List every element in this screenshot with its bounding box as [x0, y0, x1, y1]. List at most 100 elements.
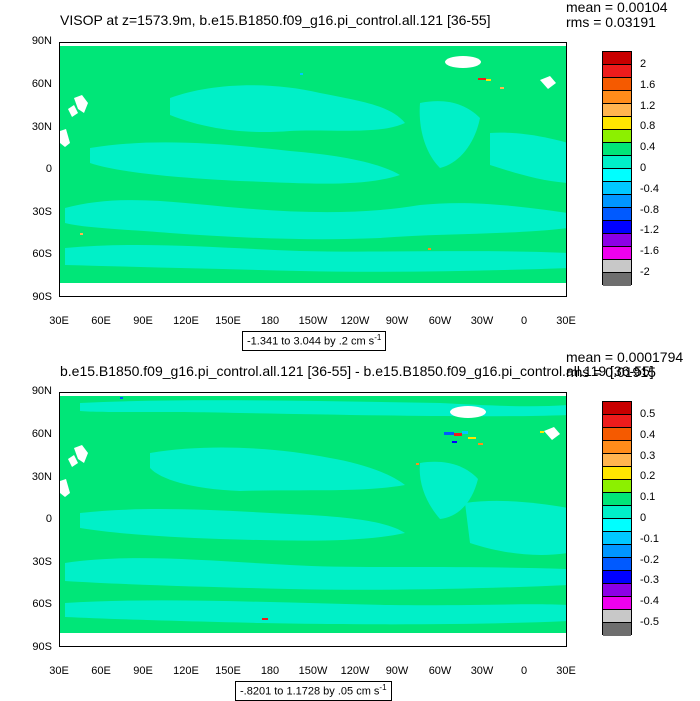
top-map [59, 42, 567, 297]
colorbar-swatch [603, 143, 631, 156]
lon-label: 0 [520, 315, 528, 327]
colorbar-swatch [603, 428, 631, 441]
colorbar-swatch [603, 454, 631, 467]
lon-label: 30E [556, 315, 576, 327]
colorbar-swatch [603, 234, 631, 247]
colorbar-label: -0.4 [640, 182, 659, 195]
lat-label: 60S [32, 248, 52, 260]
colorbar-swatch [603, 467, 631, 480]
lat-label: 60S [32, 598, 52, 610]
lat-label: 90S [32, 291, 52, 303]
lon-label: 90E [133, 665, 153, 677]
colorbar-label: -1.2 [640, 224, 659, 237]
bottom-stats: mean = 0.0001794 rms = 0.01915 [566, 350, 683, 380]
colorbar-label: 0.1 [640, 491, 656, 504]
lon-label: 180 [260, 315, 280, 327]
lon-label: 30E [49, 315, 69, 327]
lon-label: 150E [215, 315, 241, 327]
colorbar-swatch [603, 480, 631, 493]
colorbar-label: -0.4 [640, 595, 659, 608]
top-stats: mean = 0.00104 rms = 0.03191 [566, 0, 668, 30]
lon-label: 30E [556, 665, 576, 677]
bottom-range-text: -.8201 to 1.1728 by .05 cm s [240, 685, 380, 698]
colorbar-swatch [603, 545, 631, 558]
colorbar-swatch [603, 182, 631, 195]
colorbar-swatch [603, 247, 631, 260]
lat-label: 90S [32, 641, 52, 653]
lon-label: 120E [173, 315, 199, 327]
lon-label: 120E [173, 665, 199, 677]
colorbar-swatch [603, 78, 631, 91]
bottom-plot-title: b.e15.B1850.f09_g16.pi_control.all.121 [… [60, 363, 654, 379]
lon-label: 90W [385, 315, 409, 327]
colorbar-swatch [603, 415, 631, 428]
lon-label: 60E [91, 315, 111, 327]
colorbar-swatch [603, 169, 631, 182]
colorbar-swatch [603, 584, 631, 597]
cool-regions [65, 85, 566, 272]
colorbar-swatch [603, 532, 631, 545]
colorbar-label: -2 [640, 266, 650, 278]
bottom-rms: rms = 0.01915 [566, 364, 656, 380]
bottom-colorbar [602, 401, 632, 636]
top-range-label: -1.341 to 3.044 by .2 cm s-1 [242, 331, 387, 351]
lat-label: 30S [32, 206, 52, 218]
bottom-map [59, 392, 567, 647]
lon-label: 0 [520, 665, 528, 677]
europe-patch [540, 76, 556, 89]
lat-label: 60N [31, 78, 52, 90]
lon-label: 150E [215, 665, 241, 677]
greenland-patch [445, 56, 481, 68]
hotspots [120, 397, 544, 620]
colorbar-swatch [603, 104, 631, 117]
colorbar-label: 0 [640, 162, 647, 174]
colorbar-label: 0.8 [640, 120, 656, 133]
colorbar-swatch [603, 208, 631, 221]
colorbar-label: -0.1 [640, 532, 659, 545]
hotspots [80, 73, 504, 250]
colorbar-label: 0.5 [640, 408, 656, 420]
colorbar-swatch [603, 65, 631, 78]
lon-label: 180 [260, 665, 280, 677]
lon-label: 30W [470, 315, 494, 327]
lat-label: 90N [31, 35, 52, 47]
lat-label: 30N [31, 121, 52, 133]
colorbar-swatch [603, 117, 631, 130]
colorbar-swatch [603, 571, 631, 584]
top-range-text: -1.341 to 3.044 by .2 cm s [247, 335, 375, 348]
colorbar-swatch [603, 195, 631, 208]
cool-regions [65, 400, 566, 625]
top-panel: VISOP at z=1573.9m, b.e15.B1850.f09_g16.… [0, 0, 700, 351]
lat-label: 0 [45, 163, 52, 175]
lon-label: 60W [428, 665, 452, 677]
bottom-panel: mean = 0.0001794 rms = 0.01915 b.e15.B18… [0, 350, 700, 701]
bottom-range-unit-exponent: -1 [379, 683, 387, 692]
lon-label: 90E [133, 315, 153, 327]
colorbar-label: 0.2 [640, 470, 656, 483]
colorbar-label: 0.4 [640, 428, 656, 441]
colorbar-label: 0.3 [640, 449, 656, 462]
top-plot-title: VISOP at z=1573.9m, b.e15.B1850.f09_g16.… [60, 12, 491, 28]
colorbar-label: -0.5 [640, 616, 659, 628]
colorbar-swatch [603, 441, 631, 454]
colorbar-swatch [603, 402, 631, 415]
missing-antarctic-band [60, 633, 566, 646]
colorbar-label: -1.6 [640, 245, 659, 258]
bottom-map-field [60, 393, 566, 646]
colorbar-swatch [603, 610, 631, 623]
colorbar-swatch [603, 91, 631, 104]
colorbar-label: 1.2 [640, 99, 656, 112]
colorbar-swatch [603, 156, 631, 169]
colorbar-label: 1.6 [640, 78, 656, 91]
colorbar-swatch [603, 623, 631, 636]
lon-label: 30W [470, 665, 494, 677]
lon-label: 30E [49, 665, 69, 677]
colorbar-label: 0.4 [640, 141, 656, 154]
lat-label: 30N [31, 471, 52, 483]
bottom-mean: mean = 0.0001794 [566, 349, 684, 365]
land-missing [60, 406, 560, 497]
lat-label: 30S [32, 556, 52, 568]
lon-label: 120W [340, 665, 370, 677]
colorbar-label: 2 [640, 58, 647, 70]
lon-label: 90W [385, 665, 409, 677]
